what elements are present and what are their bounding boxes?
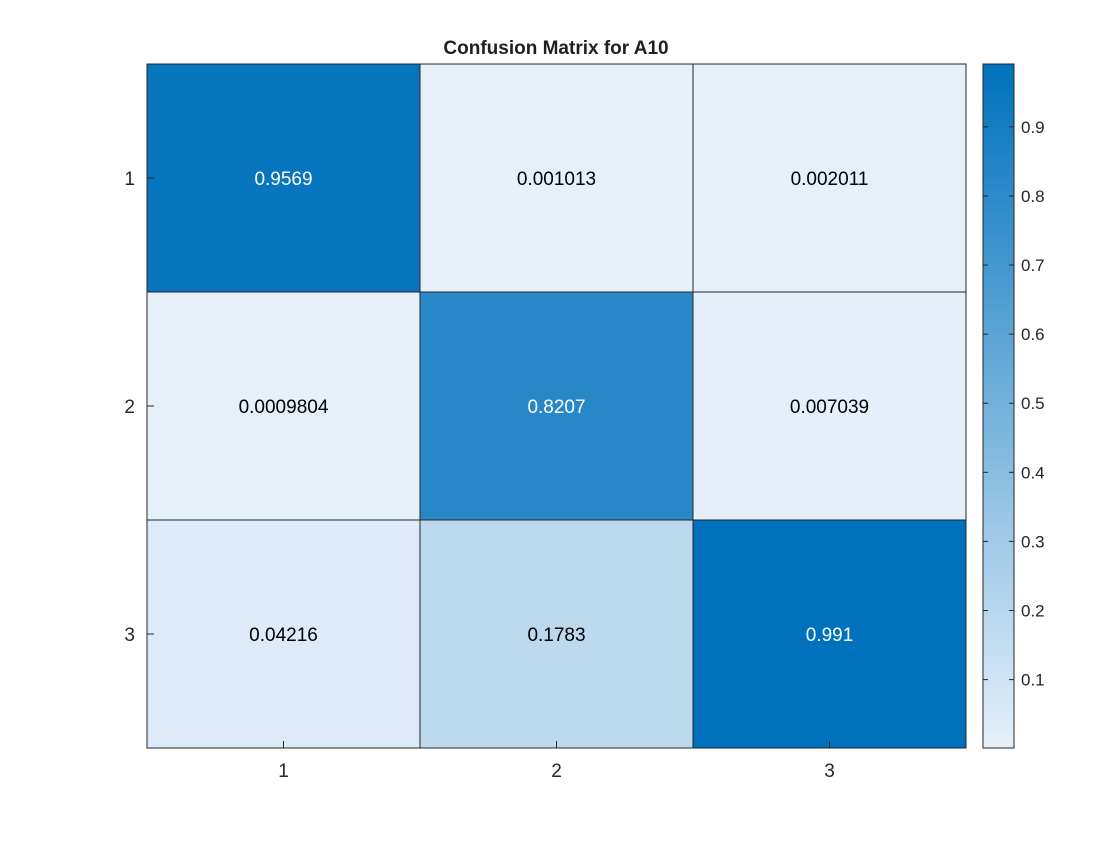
cell-value-label: 0.9569 (254, 169, 312, 190)
colorbar-tick-label: 0.4 (1021, 463, 1045, 482)
heatmap-cell: 0.04216 (146, 519, 421, 749)
heatmap-cell-rect (146, 63, 421, 293)
chart-title: Confusion Matrix for A10 (443, 38, 668, 59)
y-axis-ticks: 1 2 3 (124, 169, 154, 646)
heatmap-cell-rect (146, 519, 421, 749)
colorbar-tick-label: 0.5 (1021, 394, 1045, 413)
heatmap-cell-rect (146, 291, 421, 521)
x-tick-label: 1 (278, 761, 289, 782)
heatmap-cell: 0.8207 (419, 291, 694, 521)
x-tick-label: 2 (551, 761, 562, 782)
colorbar-tick-label: 0.9 (1021, 118, 1045, 137)
cell-value-label: 0.001013 (517, 169, 596, 190)
heatmap-cell: 0.9569 (146, 63, 421, 293)
colorbar: 0.1 0.2 0.3 0.4 0.5 0.6 0.7 0.8 0.9 (982, 63, 1045, 749)
cell-value-label: 0.0009804 (239, 397, 329, 418)
x-axis-ticks: 1 2 3 (278, 741, 835, 782)
colorbar-tick-label: 0.6 (1021, 325, 1045, 344)
cell-value-label: 0.991 (806, 625, 854, 646)
heatmap-cell: 0.002011 (692, 63, 967, 293)
heatmap-cell-rect (419, 291, 694, 521)
cell-value-label: 0.1783 (527, 625, 585, 646)
y-tick-label: 1 (124, 169, 135, 190)
heatmap-cell-rect (692, 291, 967, 521)
y-tick-label: 2 (124, 397, 135, 418)
colorbar-tick-label: 0.3 (1021, 532, 1045, 551)
heatmap-cell-rect (419, 63, 694, 293)
y-tick-label: 3 (124, 625, 135, 646)
heatmap-cell: 0.1783 (419, 519, 694, 749)
cell-value-label: 0.002011 (791, 169, 869, 190)
colorbar-tick-label: 0.2 (1021, 601, 1045, 620)
cell-value-label: 0.007039 (790, 397, 869, 418)
colorbar-tick-label: 0.1 (1021, 671, 1045, 690)
colorbar-gradient (982, 63, 1015, 749)
heatmap-cell-rect (419, 519, 694, 749)
cell-value-label: 0.04216 (249, 625, 318, 646)
heatmap-cell-rect (692, 63, 967, 293)
heatmap-cell: 0.991 (692, 519, 967, 749)
cell-value-label: 0.8207 (527, 397, 585, 418)
heatmap-cell: 0.0009804 (146, 291, 421, 521)
heatmap-cells: 0.9569 0.001013 0.002011 0.0009804 0.8207 0.0… (146, 63, 967, 749)
heatmap-cell: 0.001013 (419, 63, 694, 293)
x-tick-label: 3 (824, 761, 835, 782)
colorbar-tick-label: 0.8 (1021, 187, 1045, 206)
heatmap-cell: 0.007039 (692, 291, 967, 521)
colorbar-tick-label: 0.7 (1021, 256, 1045, 275)
